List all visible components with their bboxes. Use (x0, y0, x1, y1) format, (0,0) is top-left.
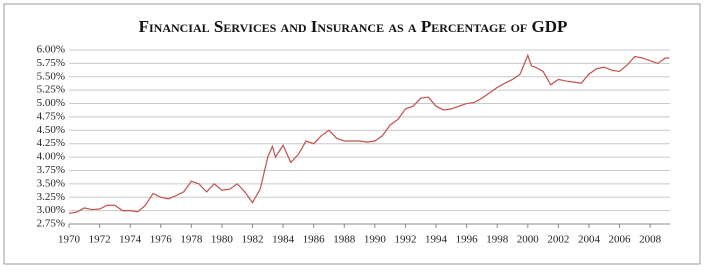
y-tick-label: 5.75% (37, 57, 65, 69)
y-tick-label: 5.25% (37, 84, 65, 96)
x-tick-label: 2000 (517, 234, 540, 246)
x-tick-label: 1982 (242, 234, 264, 246)
x-tick-label: 1992 (394, 234, 416, 246)
y-tick-label: 5.50% (37, 70, 65, 82)
x-tick-label: 1998 (486, 234, 509, 246)
x-tick-label: 2008 (639, 234, 662, 246)
y-tick-label: 3.25% (37, 191, 65, 203)
x-tick-label: 2004 (578, 234, 601, 246)
chart-frame (3, 3, 701, 265)
y-tick-label: 4.50% (37, 124, 65, 136)
data-line (68, 53, 670, 214)
x-tick-label: 1990 (364, 234, 387, 246)
x-tick-label: 1996 (456, 234, 479, 246)
y-tick-label: 4.75% (37, 110, 65, 122)
y-tick-label: 4.00% (37, 151, 65, 163)
y-tick-label: 5.00% (37, 97, 65, 109)
x-tick-label: 1984 (272, 234, 295, 246)
y-tick-label: 3.50% (37, 177, 65, 189)
x-tick-label: 1978 (180, 234, 203, 246)
x-tick-label: 1974 (119, 234, 142, 246)
x-tick-label: 1980 (211, 234, 234, 246)
x-tick-label: 1988 (333, 234, 356, 246)
x-tick-label: 1986 (303, 234, 326, 246)
y-tick-label: 2.75% (37, 218, 65, 230)
y-tick-label: 6.00% (37, 44, 65, 56)
x-tick-label: 2002 (547, 234, 569, 246)
x-tick-label: 1972 (89, 234, 111, 246)
chart-title: Financial Services and Insurance as a Pe… (139, 17, 568, 36)
x-tick-label: 1976 (150, 234, 173, 246)
x-tick-label: 1994 (425, 234, 448, 246)
y-tick-label: 3.00% (37, 204, 65, 216)
x-tick-label: 2006 (609, 234, 632, 246)
y-tick-label: 4.25% (37, 137, 65, 149)
x-tick-label: 1970 (58, 234, 81, 246)
y-tick-label: 3.75% (37, 164, 65, 176)
